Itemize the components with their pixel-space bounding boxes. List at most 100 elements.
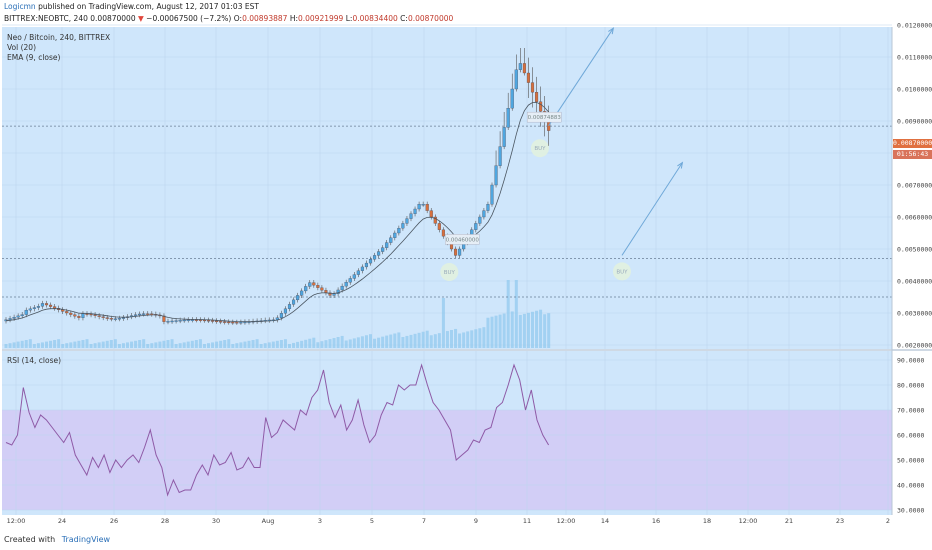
candle — [283, 308, 287, 314]
volume-bar — [202, 344, 206, 348]
volume-bar — [166, 340, 170, 348]
candle — [20, 314, 24, 317]
buy-label: BUY — [534, 146, 546, 152]
candle — [73, 314, 77, 317]
time-axis[interactable]: 12:00 24 26 28 30 Aug 3 5 7 9 11 12:00 14 16 18 12:00 21… — [7, 517, 890, 525]
candle — [441, 229, 445, 237]
candle — [340, 285, 344, 291]
projection-arrow — [621, 162, 683, 256]
candle — [433, 216, 437, 224]
high-value: 0.00921999 — [297, 14, 344, 23]
high-label: H: — [289, 14, 298, 23]
candle — [312, 282, 316, 286]
candle — [239, 322, 243, 324]
candle — [417, 204, 421, 210]
candle — [490, 184, 494, 205]
candle — [16, 315, 20, 318]
price-chart[interactable]: 0.00460000 0.00874883 BUY BUY BUY 0.0120000 0… — [0, 0, 932, 535]
rsi-legend[interactable]: RSI (14, close) — [7, 356, 62, 365]
volume-bar — [336, 337, 340, 348]
time-tick: 12:00 — [739, 517, 758, 525]
buy-label: BUY — [444, 270, 456, 276]
candle — [142, 313, 146, 315]
buy-marker — [612, 262, 631, 281]
volume-bar — [57, 339, 61, 348]
volume-bar — [73, 341, 77, 348]
volume-bar — [150, 343, 154, 348]
volume-bar — [69, 342, 73, 348]
volume-bar — [198, 339, 202, 348]
candle — [409, 213, 413, 219]
volume-bar — [531, 311, 534, 348]
candle — [328, 292, 332, 296]
time-tick: 11 — [523, 517, 531, 525]
volume-bar — [231, 344, 235, 348]
time-tick: Aug — [262, 517, 275, 525]
candle — [12, 317, 16, 319]
candle — [486, 204, 490, 211]
time-tick: 28 — [161, 517, 169, 525]
candle — [97, 315, 101, 317]
author-link[interactable]: Logicmn — [4, 2, 36, 11]
volume-legend[interactable]: Vol (20) — [7, 43, 37, 52]
candle — [300, 290, 304, 296]
arrow-head — [608, 27, 615, 35]
publish-info: published on TradingView.com, August 12,… — [38, 2, 259, 11]
volume-bar — [45, 341, 48, 348]
volume-bar — [243, 341, 247, 348]
candle — [178, 320, 182, 322]
volume-bar — [126, 342, 129, 348]
volume-bar — [360, 336, 364, 348]
candle — [316, 285, 320, 288]
candle — [53, 306, 57, 309]
candle — [134, 314, 138, 316]
volume-bar — [381, 336, 385, 348]
volume-bar — [377, 337, 381, 348]
volume-bar — [494, 315, 498, 348]
candle — [478, 216, 482, 224]
ema-legend[interactable]: EMA (9, close) — [7, 53, 61, 62]
volume-bar — [275, 340, 279, 348]
volume-bar — [259, 344, 263, 348]
tradingview-logo[interactable]: TradingView — [61, 535, 111, 544]
candle — [146, 313, 150, 315]
volume-bar — [4, 344, 8, 348]
rsi-line — [5, 363, 550, 497]
volume-bar — [93, 343, 97, 348]
series-title: Neo / Bitcoin, 240, BITTREX — [7, 33, 111, 42]
candle — [69, 312, 73, 315]
change-value: −0.00067500 (−7.2%) — [146, 14, 232, 23]
volume-bar — [117, 344, 121, 348]
volume-bar — [105, 340, 109, 348]
rsi-axis[interactable]: 90.0000 80.0000 70.0000 60.0000 50.0000 40.00… — [897, 357, 924, 515]
candle — [40, 303, 44, 307]
candle — [162, 315, 166, 322]
candle — [526, 72, 530, 83]
candle — [377, 251, 381, 256]
volume-bar — [32, 344, 36, 348]
candle — [482, 210, 486, 218]
candle — [356, 270, 360, 275]
volume-bar — [24, 340, 28, 348]
volume-bar — [223, 340, 227, 348]
volume-bar — [304, 339, 308, 348]
volume-bar — [77, 340, 81, 348]
projection-arrows — [548, 27, 684, 256]
volume-bar — [227, 339, 231, 348]
volume-bar — [450, 330, 453, 348]
candle — [510, 88, 514, 109]
candle — [138, 313, 142, 316]
volume-bar — [97, 342, 101, 348]
candle — [121, 317, 126, 319]
candle — [514, 69, 518, 90]
volume-bar — [170, 339, 174, 348]
candle — [170, 320, 174, 323]
candle — [279, 313, 283, 318]
volume-bar — [462, 332, 466, 348]
candle — [535, 92, 539, 102]
volume-bar — [486, 317, 490, 348]
volume-bar — [296, 341, 300, 348]
